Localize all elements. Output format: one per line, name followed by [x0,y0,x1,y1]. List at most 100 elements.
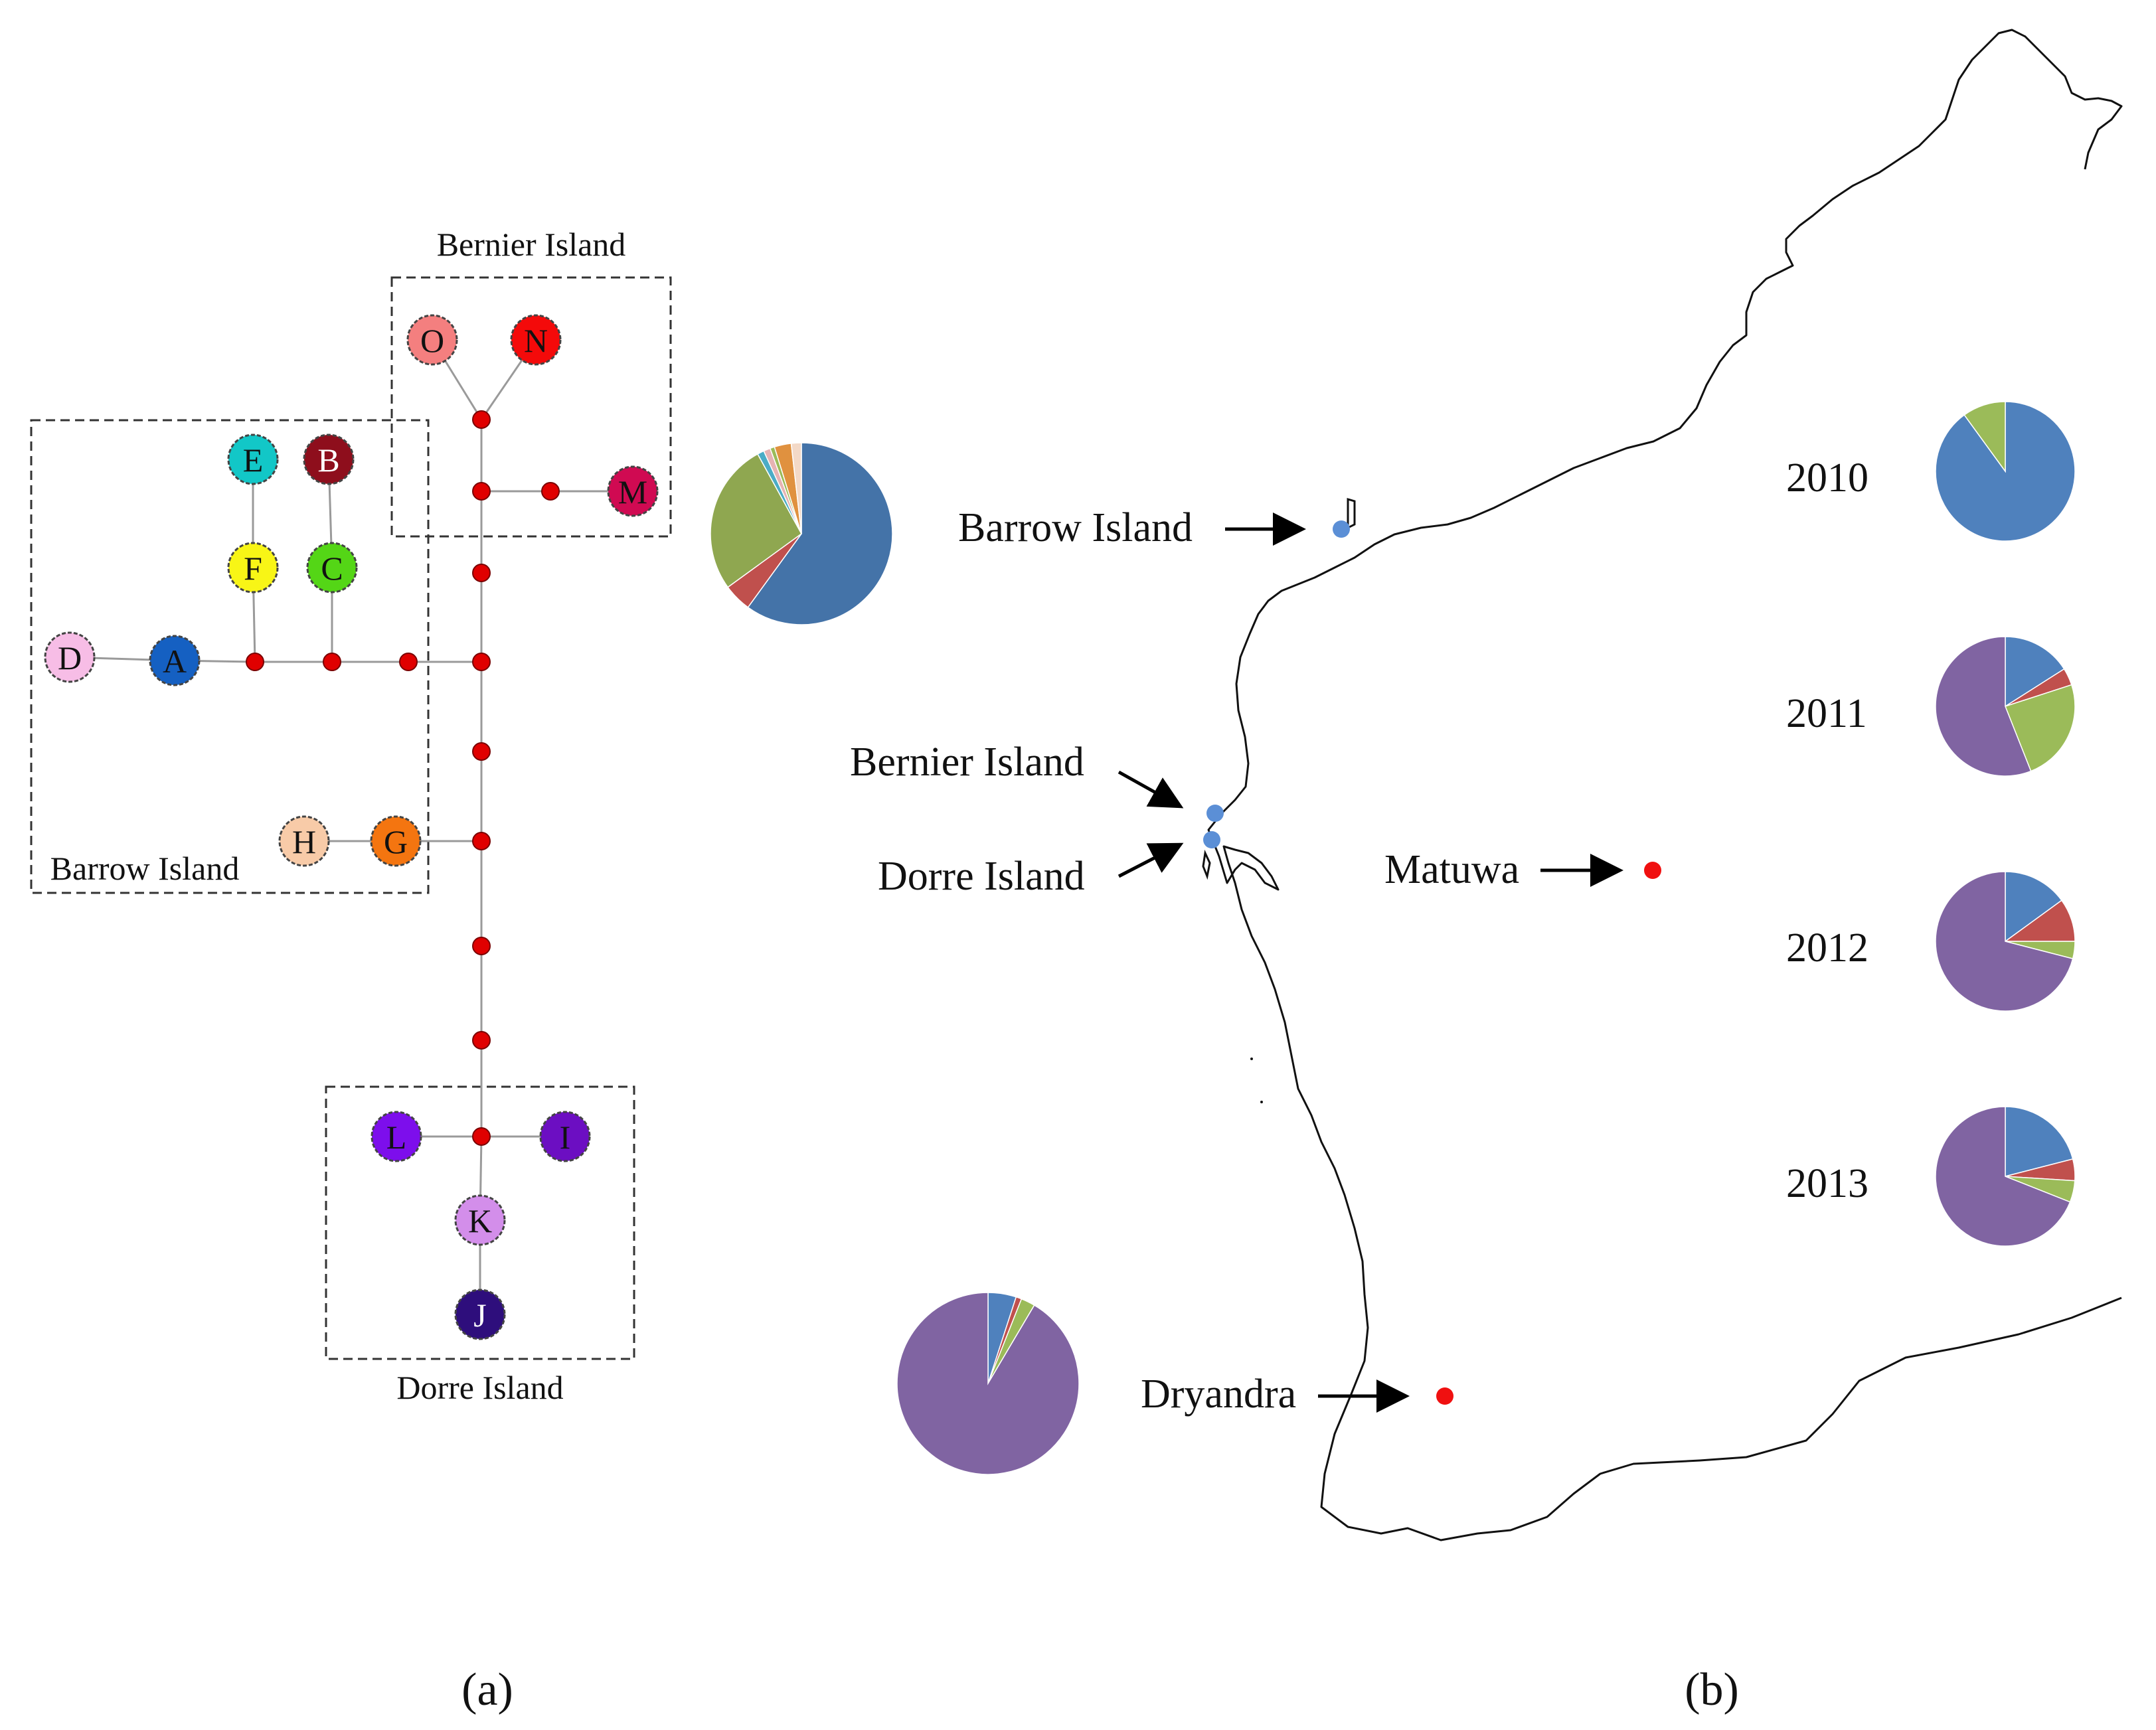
median-vector-node [541,482,560,501]
year-label-2010: 2010 [1786,455,1868,501]
haplotype-circle [227,433,279,485]
median-vector-node [472,410,491,429]
median-vectors [246,410,560,1146]
site-marker-dryandra [1436,1387,1453,1405]
haplotype-circle [303,433,355,485]
haplotype-node-m: M [607,465,659,517]
panel-a: Bernier Island Barrow Island Dorre Islan… [30,226,893,1715]
haplotype-label: M [618,473,647,511]
haplotype-circle [539,1111,591,1162]
group-label-bernier: Bernier Island [437,226,626,263]
site-marker-dorre [1203,831,1220,848]
median-vector-node [472,653,491,671]
group-label-dorre: Dorre Island [396,1369,563,1406]
haplotype-node-e: E [227,433,279,485]
group-label-barrow: Barrow Island [50,850,240,887]
box-bernier [390,276,672,538]
median-vector-node [472,1127,491,1146]
pie-slice [1935,871,2074,1012]
haplotype-circle [44,631,96,683]
haplotype-label: B [317,441,339,479]
pie-slice [1935,636,2032,777]
haplotype-label: C [321,550,343,587]
median-vector-node [472,742,491,761]
median-vector-node [399,653,418,671]
haplotype-circle [227,542,279,593]
haplotype-label: I [560,1119,571,1156]
site-marker-barrow [1333,520,1350,538]
year-label-2012: 2012 [1786,925,1868,971]
haplotype-circle [306,542,358,593]
pie-2011 [1935,636,2076,777]
panel-b-label: (b) [1685,1664,1739,1715]
haplotype-node-h: H [278,815,330,867]
pie-slice [2005,636,2065,708]
arrow-dorre [1118,842,1184,878]
island-barrow [1347,497,1356,530]
haplotype-node-l: L [371,1111,422,1162]
haplotype-label: N [524,322,548,359]
haplotype-circle [510,314,562,366]
pie-panel-a [710,442,893,625]
site-marker-bernier [1206,805,1224,822]
haplotype-label: L [386,1119,407,1156]
haplotype-label: O [420,322,444,359]
median-vector-node [472,1031,491,1050]
haplotype-node-a: A [149,635,201,686]
haplotype-node-o: O [406,314,458,366]
median-vector-node [246,653,264,671]
pie-slice [1935,1106,2071,1247]
box-barrow [30,419,430,894]
site-label-dryandra: Dryandra [1141,1372,1296,1417]
haplotype-node-f: F [227,542,279,593]
haplotype-label: J [473,1297,486,1334]
pie-slice [790,442,802,534]
haplotype-node-g: G [370,815,422,867]
islet [1260,1101,1263,1103]
haplotype-node-j: J [454,1289,506,1340]
median-vector-node [323,653,341,671]
haplotype-label: A [163,643,187,680]
haplotype-circle [371,1111,422,1162]
site-label-matuwa: Matuwa [1384,847,1519,892]
haplotype-circle [607,465,659,517]
median-vector-node [472,937,491,955]
median-vector-node [472,564,491,582]
haplotype-label: D [58,639,82,676]
box-dorre [325,1085,635,1360]
site-label-barrow: Barrow Island [958,505,1193,550]
haplotype-node-n: N [510,314,562,366]
median-vector-node [472,832,491,850]
pie-slice [2005,1106,2074,1177]
haplotype-node-c: C [306,542,358,593]
haplotype-label: H [292,823,316,860]
haplotype-label: E [243,441,264,479]
pie-dryandra [896,1292,1080,1475]
year-label-2011: 2011 [1786,691,1867,736]
pie-slice [747,442,893,625]
haplotype-circle [454,1194,506,1246]
haplotype-circle [149,635,201,686]
islet [1250,1058,1253,1060]
arrow-bernier [1118,770,1184,809]
haplotype-label: F [244,550,262,587]
pie-slice [896,1292,1080,1475]
pie-2012 [1935,871,2076,1012]
panel-a-label: (a) [461,1664,513,1715]
pie-slice [2005,871,2062,943]
haplotype-circle [278,815,330,867]
haplotype-node-i: I [539,1111,591,1162]
panel-b: Barrow Island Bernier Island Dorre Islan… [850,29,2123,1715]
pie-slice [710,453,802,588]
haplotype-label: K [468,1202,492,1239]
coastline [1207,29,2123,1541]
haplotype-circle [406,314,458,366]
haplotype-circle [454,1289,506,1340]
haplotype-label: G [384,823,408,860]
pie-2010 [1935,401,2076,542]
island-bernier-dorre [1202,849,1211,880]
year-label-2013: 2013 [1786,1161,1868,1206]
pie-2013 [1935,1106,2076,1247]
haplotype-node-k: K [454,1194,506,1246]
